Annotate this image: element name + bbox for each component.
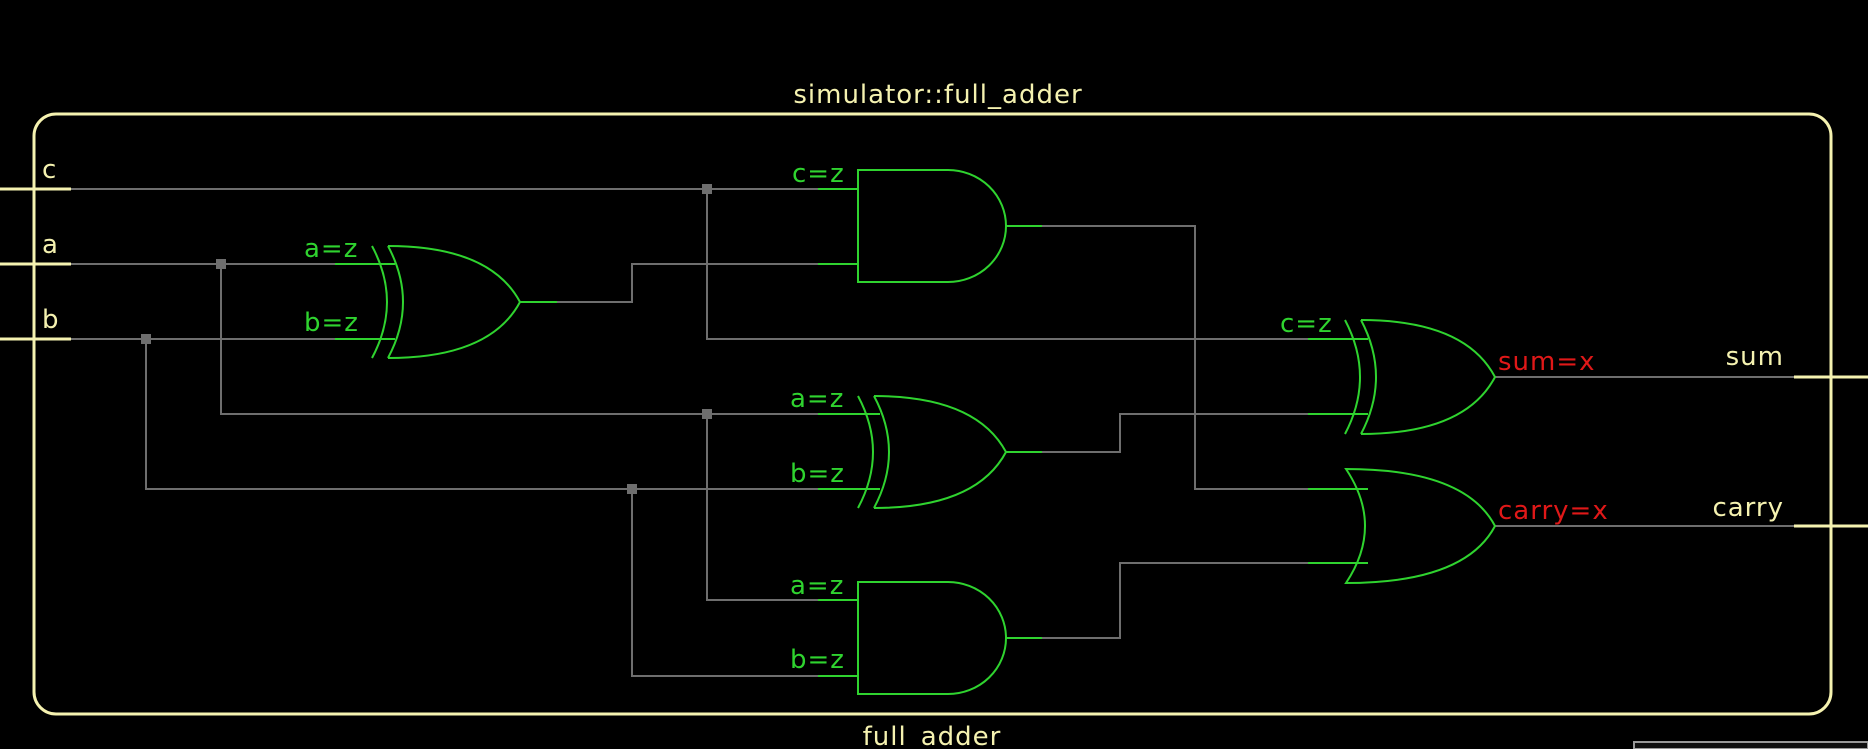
xor-gate-3[interactable]: c=z sum=x: [1280, 309, 1596, 435]
xor1-in2-label: b=z: [304, 308, 359, 338]
and2-in2-label: b=z: [790, 645, 845, 675]
junction-dot: [702, 184, 712, 194]
junction-dot: [216, 259, 226, 269]
wires: [71, 188, 1794, 677]
wire-a-branch[interactable]: [220, 264, 858, 415]
and1-in1-label: c=z: [792, 159, 845, 189]
port-label-carry: carry: [1712, 493, 1784, 523]
and2-in1-label: a=z: [790, 571, 844, 601]
input-port-b[interactable]: b: [0, 305, 71, 341]
junction-dot: [702, 409, 712, 419]
scroll-overlay-corner[interactable]: [1633, 741, 1868, 749]
xor2-in1-label: a=z: [790, 384, 844, 414]
wire-a-to-and2[interactable]: [706, 414, 858, 601]
and-gate-1[interactable]: c=z: [792, 159, 1042, 283]
junctions: [141, 184, 712, 494]
wire-and2-out[interactable]: [1042, 562, 1308, 639]
input-port-c[interactable]: c: [0, 155, 71, 191]
wire-xor1-out[interactable]: [557, 263, 858, 303]
xor1-in1-label: a=z: [304, 234, 358, 264]
output-port-sum[interactable]: sum: [1726, 342, 1868, 379]
output-port-carry[interactable]: carry: [1712, 493, 1868, 528]
xor2-in2-label: b=z: [790, 459, 845, 489]
port-label-b: b: [42, 305, 60, 335]
xor3-in1-label: c=z: [1280, 309, 1333, 339]
module-title: simulator::full_adder: [793, 80, 1082, 110]
port-label-c: c: [42, 155, 57, 185]
wire-and1-out[interactable]: [1042, 225, 1308, 490]
wire-b-branch[interactable]: [145, 339, 858, 490]
port-label-sum: sum: [1726, 342, 1784, 372]
wire-xor2-out[interactable]: [1042, 413, 1308, 453]
wire-c-branch[interactable]: [706, 189, 1308, 340]
xor-gate-1[interactable]: a=z b=z: [304, 234, 557, 359]
and-gate-2[interactable]: a=z b=z: [790, 571, 1042, 695]
wire-b-to-and2[interactable]: [631, 489, 858, 677]
module-footer: full_adder: [863, 722, 1002, 749]
or-gate-1[interactable]: carry=x: [1308, 467, 1609, 585]
input-port-a[interactable]: a: [0, 230, 71, 266]
xor3-out-label: sum=x: [1498, 347, 1596, 377]
or1-out-label: carry=x: [1498, 496, 1609, 526]
junction-dot: [141, 334, 151, 344]
junction-dot: [627, 484, 637, 494]
port-label-a: a: [42, 230, 59, 260]
xor-gate-2[interactable]: a=z b=z: [790, 384, 1042, 509]
module-border[interactable]: [32, 112, 1833, 716]
